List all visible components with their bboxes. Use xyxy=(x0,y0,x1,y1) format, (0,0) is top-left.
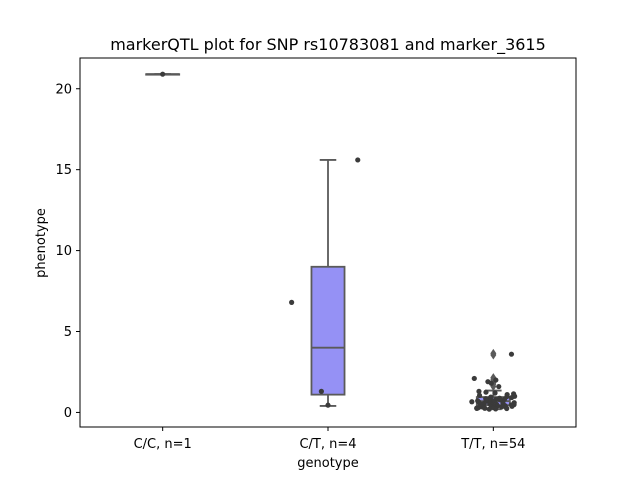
outlier-marker xyxy=(490,348,497,358)
y-axis-title: phenotype xyxy=(34,208,49,278)
x-tick-label: C/T, n=4 xyxy=(299,437,356,452)
y-tick-label: 10 xyxy=(55,244,72,259)
data-point xyxy=(325,402,331,408)
data-point xyxy=(355,157,361,163)
data-point xyxy=(476,388,482,394)
data-point xyxy=(476,392,483,399)
plot-marks xyxy=(145,71,518,412)
x-tick-label: C/C, n=1 xyxy=(134,437,192,452)
data-point xyxy=(509,394,515,401)
x-axis-title: genotype xyxy=(297,456,358,471)
data-point xyxy=(496,383,502,390)
y-tick-label: 15 xyxy=(55,163,72,178)
y-tick-label: 0 xyxy=(64,406,72,421)
y-tick-label: 20 xyxy=(55,82,72,97)
data-point xyxy=(501,396,508,402)
data-point xyxy=(493,377,499,383)
data-point xyxy=(509,403,515,409)
data-point xyxy=(318,388,324,394)
data-point xyxy=(469,399,475,405)
x-tick-label: T/T, n=54 xyxy=(460,437,525,452)
data-point xyxy=(289,299,295,305)
data-point xyxy=(160,71,166,77)
data-point xyxy=(471,375,477,382)
data-point xyxy=(486,406,492,412)
box-group xyxy=(310,159,346,407)
box-iqr xyxy=(310,265,346,396)
data-point xyxy=(504,405,510,412)
y-tick-label: 5 xyxy=(64,325,72,340)
data-point xyxy=(508,351,515,357)
data-point xyxy=(488,380,494,386)
x-axis: C/C, n=1 C/T, n=4 T/T, n=54 xyxy=(134,427,525,452)
data-point xyxy=(482,405,488,411)
chart-title: markerQTL plot for SNP rs10783081 and ma… xyxy=(110,35,546,55)
data-point xyxy=(499,404,505,410)
data-point xyxy=(483,389,489,395)
data-point xyxy=(493,406,499,412)
data-point xyxy=(474,405,480,411)
y-axis: 0 5 10 15 20 xyxy=(55,82,80,421)
data-point xyxy=(492,390,498,396)
